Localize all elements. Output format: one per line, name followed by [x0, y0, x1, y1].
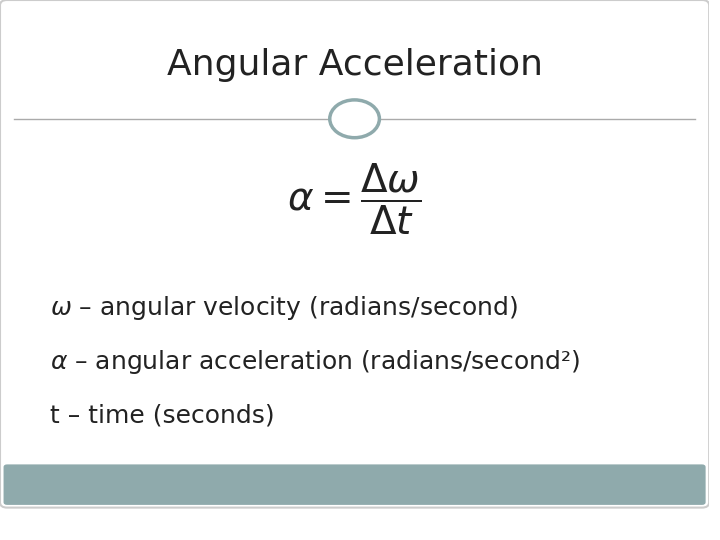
- Text: $\omega$ – angular velocity (radians/second): $\omega$ – angular velocity (radians/sec…: [50, 294, 518, 322]
- FancyBboxPatch shape: [4, 464, 706, 505]
- Text: Angular Acceleration: Angular Acceleration: [166, 48, 543, 82]
- Text: $\alpha$ – angular acceleration (radians/second²): $\alpha$ – angular acceleration (radians…: [50, 348, 580, 376]
- Circle shape: [330, 100, 379, 138]
- Text: t – time (seconds): t – time (seconds): [50, 404, 274, 428]
- Text: $\alpha = \dfrac{\Delta\omega}{\Delta t}$: $\alpha = \dfrac{\Delta\omega}{\Delta t}…: [287, 162, 422, 238]
- FancyBboxPatch shape: [0, 0, 709, 508]
